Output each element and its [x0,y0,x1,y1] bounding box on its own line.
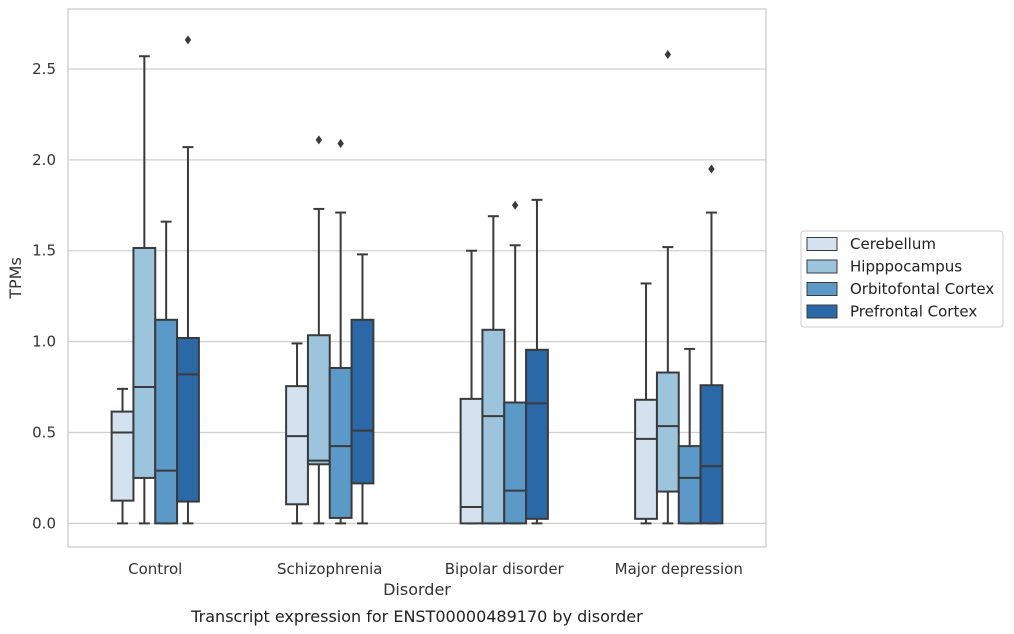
plot-area [67,8,767,548]
legend-swatch [806,282,838,296]
legend: Cerebellum Hipppocampus Orbitofontal Corte… [800,230,1004,328]
box-iqr [634,398,658,520]
box-iqr [481,328,506,525]
box-group [525,198,549,525]
box-iqr [503,401,528,525]
box-group [132,55,157,525]
box-group [154,220,179,525]
box-group [110,387,135,525]
box-iqr [459,397,484,525]
y-tick-label: 0.5 [32,423,56,441]
box-group [176,35,200,525]
box-group [503,200,528,525]
box-group [699,164,724,525]
box-iqr [285,385,309,506]
outlier-point [708,164,715,174]
y-axis-ticks: 0.0 0.5 1.0 1.5 2.0 2.5 [32,60,56,532]
y-tick-label: 2.5 [32,60,56,78]
outlier-point [337,139,344,148]
box-group [350,253,375,525]
legend-swatch [806,304,838,319]
x-axis-label: Disorder [383,580,451,599]
legend-label: Prefrontal Cortex [850,303,977,321]
box-iqr [350,318,375,485]
box-group [634,282,658,525]
x-axis-ticks: Control Schizophrenia Bipolar disorder Majo… [128,560,743,578]
box-iqr [328,366,353,519]
legend-swatch [806,237,838,251]
outlier-point [511,200,519,210]
y-tick-label: 1.5 [32,242,56,260]
box-iqr [306,334,331,466]
x-tick-label: Major depression [615,560,743,578]
box-iqr [176,336,200,503]
legend-swatch [806,259,838,274]
box-group [328,139,353,525]
outlier-point [664,49,672,59]
box-group [677,347,702,525]
box-iqr [699,384,724,525]
legend-label: Cerebellum [850,235,936,253]
legend-label: Orbitofontal Cortex [850,280,994,298]
legend-entries: Cerebellum Hipppocampus Orbitofontal Corte… [806,235,994,321]
y-tick-label: 2.0 [32,151,56,169]
y-tick-label: 0.0 [32,514,56,532]
chart-caption: Transcript expression for ENST0000048917… [190,607,643,626]
x-tick-label: Schizophrenia [277,560,382,578]
box-iqr [132,247,157,479]
box-series [110,35,724,525]
box-iqr [655,371,680,493]
outlier-point [315,135,323,145]
box-group [459,249,484,525]
box-group [306,135,331,525]
box-group [481,215,506,525]
legend-label: Hipppocampus [850,258,962,276]
box-group [285,342,309,525]
box-group [655,49,680,525]
y-tick-label: 1.0 [32,333,56,351]
legend-frame [800,230,1004,328]
box-iqr [525,348,549,520]
y-axis-label: TPMs [6,257,25,300]
box-iqr [110,410,135,502]
x-tick-label: Bipolar disorder [445,560,565,578]
outlier-point [184,35,192,45]
box-iqr [154,318,179,525]
box-iqr [677,445,702,525]
x-tick-label: Control [128,560,182,578]
